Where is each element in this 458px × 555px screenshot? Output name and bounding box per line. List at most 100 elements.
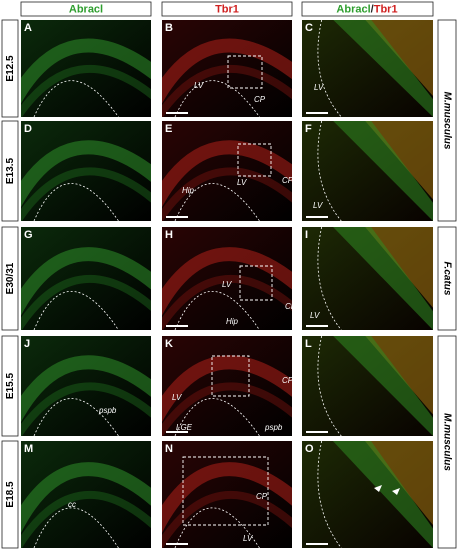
tissue-band	[162, 462, 292, 534]
micrograph-panel: I LV	[302, 227, 433, 330]
region-label: LV	[313, 201, 323, 210]
panel-letter: D	[24, 123, 32, 135]
arrowhead	[374, 485, 382, 492]
tissue-band	[162, 65, 292, 117]
stage-label: E15.5	[1, 335, 19, 437]
panel-letter: K	[165, 338, 173, 350]
stage-text: E15.5	[5, 372, 16, 399]
species-box	[437, 226, 457, 331]
tissue-band	[21, 355, 151, 423]
tissue-band	[162, 38, 292, 104]
micrograph-panel: K LV LGE pspb CP	[162, 336, 292, 436]
stage-text: E30/31	[5, 262, 16, 294]
region-label: CP	[256, 492, 268, 501]
stage-label: E30/31	[1, 226, 19, 331]
tissue-band	[21, 65, 151, 117]
ventricle-outline	[317, 336, 342, 436]
panel-letter: M	[24, 443, 33, 455]
inset-box	[239, 265, 273, 301]
region-label: LV	[172, 393, 182, 402]
micrograph-panel: L	[302, 336, 433, 436]
tissue-band	[162, 355, 292, 423]
region-label: pspb	[264, 423, 283, 432]
micrograph-panel: E Hip LV CP	[162, 121, 294, 221]
stage-label: E13.5	[1, 120, 19, 222]
header-col3: Abracl/Tbr1	[301, 1, 434, 17]
panel-letter: L	[305, 338, 312, 350]
panel-letter: N	[165, 443, 173, 455]
panel-letter: G	[24, 229, 33, 241]
header-text: Abracl/Tbr1	[336, 3, 397, 15]
tissue-band	[162, 167, 292, 221]
tissue-band	[21, 247, 151, 316]
arrowhead	[392, 488, 400, 495]
region-label: LV	[237, 178, 247, 187]
region-label: pspb	[98, 406, 117, 415]
stage-label: E12.5	[1, 19, 19, 118]
species-label: M.musculus	[437, 19, 457, 222]
stage-box	[1, 19, 19, 118]
region-label: LV	[314, 83, 324, 92]
micrograph-panel: B LV CP	[162, 20, 292, 117]
stage-text: E18.5	[5, 481, 16, 508]
micrograph-panel: N CP LV	[162, 441, 292, 548]
region-label: CP	[254, 95, 266, 104]
micrograph-panel: A	[21, 20, 151, 117]
micrograph-panel: C LV	[302, 20, 433, 117]
region-label: cc	[68, 500, 76, 509]
region-label: CP	[285, 302, 297, 311]
panel-letter: A	[24, 22, 32, 34]
tissue-band	[333, 121, 433, 221]
tissue-band	[21, 38, 151, 104]
panel-letter: F	[305, 123, 312, 135]
ventricle-outline	[317, 20, 342, 117]
tissue-band	[21, 275, 151, 330]
region-label: LV	[243, 534, 253, 543]
header-col2: Tbr1	[161, 1, 293, 17]
tissue-band	[333, 227, 433, 330]
species-text: F.catus	[441, 262, 452, 296]
micrograph-panel: O	[302, 441, 433, 548]
ventricle-outline	[174, 398, 260, 436]
tissue-band	[21, 462, 151, 534]
micrograph-panel: G	[21, 227, 151, 330]
species-box	[437, 19, 457, 222]
tissue-band	[21, 140, 151, 208]
region-label: LV	[222, 280, 232, 289]
tissue-band	[21, 382, 151, 436]
species-text: M.musculus	[441, 92, 452, 150]
stage-box	[1, 440, 19, 549]
ventricle-outline	[317, 227, 342, 330]
region-label: CP	[282, 176, 294, 185]
ventricle-outline	[33, 507, 119, 548]
stage-text: E13.5	[5, 157, 16, 184]
micrograph-panel: Mcc	[21, 441, 151, 548]
tissue-band	[162, 140, 292, 208]
species-box	[437, 335, 457, 549]
ventricle-outline	[174, 507, 260, 548]
region-label: LGE	[176, 423, 193, 432]
inset-box	[211, 355, 250, 397]
header-part: Tbr1	[374, 3, 398, 15]
tissue-band	[162, 491, 292, 548]
stage-box	[1, 335, 19, 437]
header-col1: Abracl	[20, 1, 152, 17]
tissue-band	[21, 167, 151, 221]
species-text: M.musculus	[441, 413, 452, 471]
tissue-band	[162, 247, 292, 316]
panel-letter: O	[305, 443, 314, 455]
ventricle-outline	[33, 183, 119, 221]
micrograph-panel: D	[21, 121, 151, 221]
header-part: /	[371, 3, 374, 15]
region-label: Hip	[226, 317, 239, 326]
panel-letter: I	[305, 229, 308, 241]
region-label: Hip	[182, 186, 195, 195]
tissue-band	[333, 336, 433, 436]
ventricle-outline	[33, 398, 119, 436]
tissue-band	[162, 275, 292, 330]
ventricle-outline	[317, 441, 342, 548]
inset-box	[237, 143, 272, 177]
inset-box	[227, 55, 263, 89]
